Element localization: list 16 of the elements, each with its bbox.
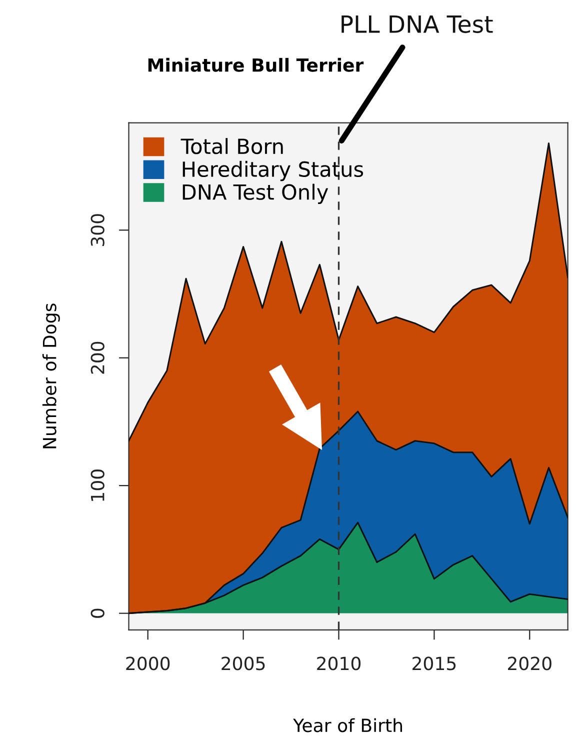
y-tick-label: 0 — [90, 608, 104, 618]
x-tick-label: 2020 — [508, 656, 552, 670]
y-tick-label: 200 — [90, 342, 104, 374]
x-tick-label: 2005 — [222, 656, 265, 670]
chart-title: Miniature Bull Terrier — [148, 58, 364, 72]
x-tick-label: 2015 — [412, 656, 456, 670]
y-axis-title: Number of Dogs — [42, 304, 60, 448]
x-axis-title: Year of Birth — [293, 718, 402, 732]
y-tick-label: 100 — [90, 470, 104, 501]
x-tick-label: 2010 — [317, 656, 361, 670]
legend-label: DNA Test Only — [182, 184, 328, 204]
ref-line-label: PLL DNA Test — [342, 16, 493, 34]
y-tick-label: 300 — [90, 214, 104, 246]
legend-label: Hereditary Status — [182, 160, 364, 182]
x-tick-label: 2000 — [126, 656, 170, 670]
legend-label: Total Born — [180, 138, 283, 154]
